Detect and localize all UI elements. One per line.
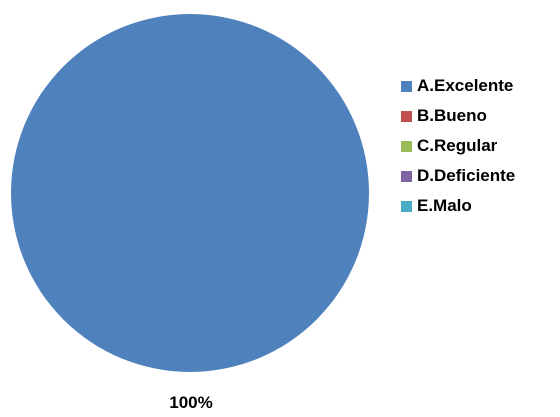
legend-label-d-deficiente: D.Deficiente bbox=[417, 166, 516, 185]
legend-item-a-excelente: A.Excelente bbox=[401, 71, 515, 101]
legend-item-b-bueno: B.Bueno bbox=[401, 101, 515, 131]
legend-swatch-c-regular bbox=[401, 140, 412, 152]
legend: A.Excelente B.Bueno C.Regular D.Deficien… bbox=[401, 71, 515, 221]
legend-label-e-malo: E.Malo bbox=[417, 196, 472, 215]
legend-item-e-malo: E.Malo bbox=[401, 191, 515, 221]
pie-slices bbox=[11, 14, 369, 372]
legend-swatch-e-malo bbox=[401, 200, 412, 212]
legend-label-b-bueno: B.Bueno bbox=[417, 106, 487, 125]
legend-swatch-d-deficiente bbox=[401, 170, 412, 182]
legend-item-c-regular: C.Regular bbox=[401, 131, 515, 161]
data-label-a-excelente: 100% bbox=[169, 393, 213, 412]
legend-label-c-regular: C.Regular bbox=[417, 136, 498, 155]
legend-swatch-a-excelente bbox=[401, 80, 412, 92]
legend-item-d-deficiente: D.Deficiente bbox=[401, 161, 515, 191]
legend-label-a-excelente: A.Excelente bbox=[417, 76, 514, 95]
pie-slice-a-excelente bbox=[11, 14, 369, 372]
legend-swatch-b-bueno bbox=[401, 110, 412, 122]
